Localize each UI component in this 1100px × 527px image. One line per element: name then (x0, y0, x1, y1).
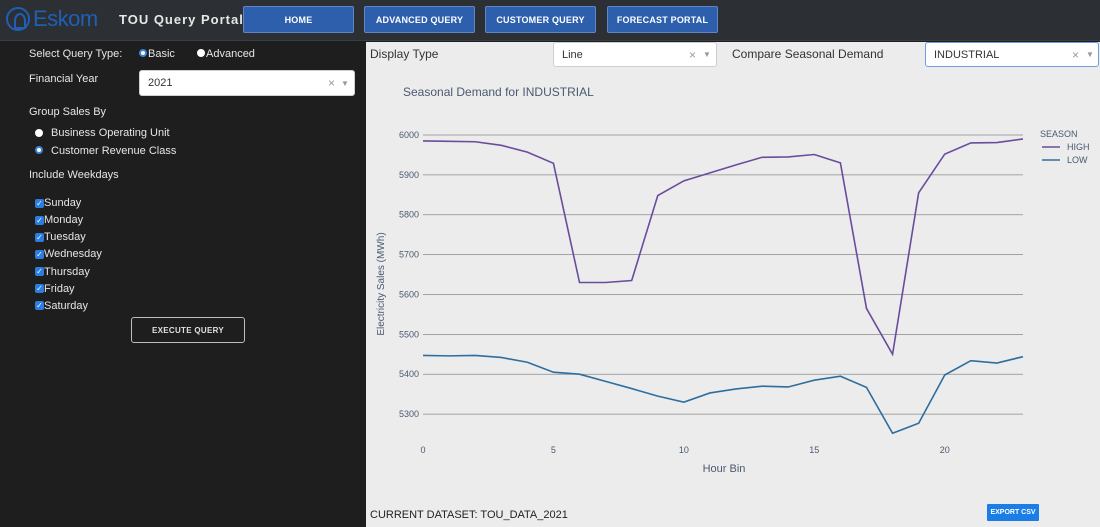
series-lines (422, 138, 1024, 435)
x-tick-label: 15 (809, 445, 819, 455)
radio-business-operating-unit[interactable] (35, 129, 43, 137)
app-title: TOU Query Portal (119, 12, 244, 27)
nav-forecast-portal-button[interactable]: FORECAST PORTAL (607, 6, 718, 33)
x-tick-label: 0 (420, 445, 425, 455)
y-tick-label: 5700 (399, 250, 419, 260)
series-line-low (422, 354, 1024, 435)
seasonal-demand-chart: 5300 5400 5500 5600 5700 5800 5900 6000 0 5 10 15 2… (376, 129, 1090, 475)
legend: SEASON HIGH LOW (1040, 129, 1090, 165)
export-csv-button[interactable]: EXPORT CSV (987, 504, 1039, 521)
checkbox-friday-label: Friday (44, 283, 75, 295)
chevron-down-icon[interactable]: ▼ (341, 78, 349, 88)
y-tick-label: 5400 (399, 369, 419, 379)
display-type-label: Display Type (370, 47, 439, 61)
x-axis-label: Hour Bin (703, 463, 746, 475)
y-tick-label: 5800 (399, 210, 419, 220)
checkbox-wednesday-label: Wednesday (44, 248, 102, 260)
clear-icon[interactable]: × (328, 76, 336, 90)
y-tick-label: 6000 (399, 130, 419, 140)
weekdays-label: Include Weekdays (29, 169, 119, 181)
logo-text: Eskom (33, 6, 98, 31)
query-type-label: Select Query Type: (29, 48, 123, 60)
series-line-high (422, 138, 1024, 357)
clear-icon[interactable]: × (1072, 47, 1080, 62)
financial-year-select[interactable]: 2021 × ▼ (139, 70, 355, 96)
nav-advanced-query-button[interactable]: ADVANCED QUERY (364, 6, 475, 33)
y-tick-label: 5900 (399, 170, 419, 180)
financial-year-value: 2021 (148, 77, 173, 89)
chevron-down-icon[interactable]: ▼ (703, 50, 711, 59)
chevron-down-icon[interactable]: ▼ (1086, 50, 1094, 59)
eskom-logo-icon (6, 7, 30, 31)
radio-customer-revenue-class-label: Customer Revenue Class (51, 145, 177, 157)
group-by-label: Group Sales By (29, 106, 107, 118)
y-tick-label: 5500 (399, 329, 419, 339)
radio-customer-revenue-class[interactable] (35, 146, 43, 154)
y-axis-label: Electricity Sales (MWh) (376, 232, 387, 335)
radio-basic-label: Basic (148, 48, 175, 60)
checkbox-wednesday[interactable]: ✓ (35, 250, 44, 259)
x-tick-label: 20 (940, 445, 950, 455)
legend-title: SEASON (1040, 129, 1078, 139)
checkbox-tuesday-label: Tuesday (44, 231, 86, 243)
radio-advanced[interactable] (197, 49, 205, 57)
nav-home-button[interactable]: HOME (243, 6, 354, 33)
y-tick-labels: 5300 5400 5500 5600 5700 5800 5900 6000 (399, 130, 419, 419)
checkbox-saturday[interactable]: ✓ (35, 301, 44, 310)
logo: Eskom (6, 6, 98, 32)
checkbox-sunday-label: Sunday (44, 197, 82, 209)
checkbox-sunday[interactable]: ✓ (35, 199, 44, 208)
compare-value: INDUSTRIAL (934, 48, 1000, 61)
execute-query-button[interactable]: EXECUTE QUERY (131, 317, 245, 343)
x-tick-label: 10 (679, 445, 689, 455)
radio-advanced-label: Advanced (206, 48, 255, 60)
query-sidebar: Select Query Type: Basic Advanced Financ… (0, 42, 366, 527)
clear-icon[interactable]: × (689, 47, 697, 62)
legend-low-label: LOW (1067, 155, 1088, 165)
top-bar: Eskom TOU Query Portal HOME ADVANCED QUE… (0, 0, 1100, 41)
y-tick-label: 5300 (399, 409, 419, 419)
current-dataset-text: CURRENT DATASET: TOU_DATA_2021 (370, 509, 568, 521)
radio-basic[interactable] (139, 49, 147, 57)
results-panel: Display Type Line × ▼ Compare Seasonal D… (366, 42, 1100, 527)
checkbox-monday[interactable]: ✓ (35, 216, 44, 225)
checkbox-monday-label: Monday (44, 214, 84, 226)
chart-title: Seasonal Demand for INDUSTRIAL (403, 85, 594, 99)
compare-seasonal-demand-label: Compare Seasonal Demand (732, 47, 884, 61)
radio-business-operating-unit-label: Business Operating Unit (51, 127, 170, 139)
checkbox-thursday[interactable]: ✓ (35, 267, 44, 276)
x-tick-labels: 0 5 10 15 20 (420, 445, 949, 455)
financial-year-label: Financial Year (29, 73, 99, 85)
x-tick-label: 5 (551, 445, 556, 455)
checkbox-friday[interactable]: ✓ (35, 284, 44, 293)
compare-seasonal-demand-select[interactable]: INDUSTRIAL × ▼ (925, 42, 1099, 67)
y-tick-label: 5600 (399, 289, 419, 299)
nav-customer-query-button[interactable]: CUSTOMER QUERY (485, 6, 596, 33)
checkbox-thursday-label: Thursday (44, 266, 90, 278)
display-type-value: Line (562, 48, 583, 61)
checkbox-tuesday[interactable]: ✓ (35, 233, 44, 242)
chart-grid (423, 134, 1023, 415)
display-type-select[interactable]: Line × ▼ (553, 42, 717, 67)
checkbox-saturday-label: Saturday (44, 300, 89, 312)
legend-high-label: HIGH (1067, 142, 1090, 152)
